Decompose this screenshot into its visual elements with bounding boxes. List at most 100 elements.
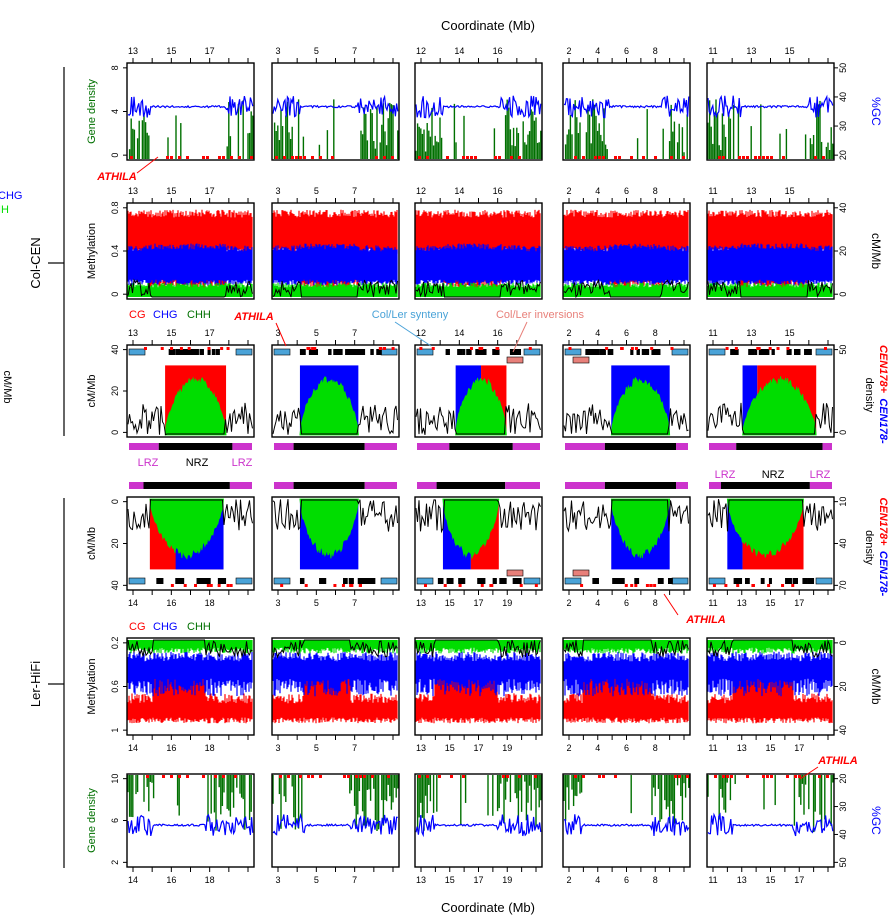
x-tick-label: 15 [166,328,176,338]
synteny-black-block [502,578,507,584]
x-tick-label: 17 [794,743,804,753]
gc-line [707,94,834,119]
athila-mark [480,347,484,350]
y-tick-label: 20 [838,681,848,691]
lrz-bar [505,482,540,489]
y-tick-label: 40 [838,725,848,735]
x-tick-label: 15 [765,743,775,753]
x-tick-label: 17 [205,186,215,196]
athila-mark [299,775,302,778]
synteny-black-block [641,349,649,355]
chh-methylation [272,640,398,654]
y-tick-label: 30 [838,802,848,812]
athila-mark [782,156,785,159]
nrz-bar [604,482,677,489]
athila-mark [624,584,628,587]
athila-mark [250,156,253,159]
x-tick-label: 2 [566,186,571,196]
athila-mark [220,347,224,350]
x-tick-label: 13 [746,46,756,56]
synteny-black-block [211,349,216,355]
athila-mark [786,775,789,778]
y-tick-label: 0 [110,153,120,158]
athila-mark [766,775,769,778]
x-tick-label: 6 [624,46,629,56]
athila-mark [363,775,366,778]
synteny-black-block [636,349,640,355]
density-label: density [863,530,875,565]
chg-methylation [127,651,253,697]
x-tick-label: 12 [416,328,426,338]
x-tick-label: 16 [166,743,176,753]
y-tick-label: 20 [110,538,120,548]
x-tick-label: 11 [708,186,717,196]
recombination-line [707,639,833,658]
synteny-black-block [177,349,185,355]
y-tick-label: 0 [110,430,120,435]
athila-mark [642,156,645,159]
athila-mark [359,775,362,778]
cen178-density-area [149,498,224,560]
synteny-black-block [786,349,792,355]
y-tick-label: 50 [838,857,848,867]
x-tick-label: 17 [473,598,483,608]
recombination-line [707,280,833,298]
athila-mark [722,775,725,778]
recombination-line [272,404,398,435]
athila-mark [580,584,584,587]
x-tick-label: 4 [595,46,600,56]
chg-methylation [415,651,541,697]
synteny-black-block [175,578,180,584]
y-tick-label: 70 [838,580,848,590]
synteny-block [380,577,398,585]
inversion-block [572,356,590,364]
athila-mark [574,156,577,159]
athila-mark [630,347,634,350]
athila-mark [534,584,538,587]
athila-mark [217,584,221,587]
athila-mark [426,775,429,778]
cg-methylation [563,664,689,724]
x-tick-label: 11 [708,875,717,885]
nrz-bar [736,443,823,450]
synteny-black-block [156,578,163,584]
athila-mark [166,156,169,159]
athila-mark [307,775,310,778]
x-tick-label: 16 [493,186,503,196]
athila-mark [762,775,765,778]
athila-mark [178,775,181,778]
panel-frame [271,773,400,868]
athila-mark [738,156,741,159]
synteny-black-block [319,578,325,584]
synteny-black-block [348,578,354,584]
athila-mark [226,347,230,350]
athila-label: ATHILA [685,614,726,626]
x-tick-label: 6 [624,328,629,338]
athila-mark [645,584,649,587]
athila-mark [229,584,233,587]
synteny-black-block [345,349,351,355]
athila-mark [654,156,657,159]
nrz-bar [293,482,365,489]
synteny-black-block [322,578,327,584]
athila-mark [311,156,314,159]
x-tick-label: 4 [595,598,600,608]
y-tick-label: 0.8 [110,202,120,215]
athila-mark [230,156,233,159]
synteny-block [815,577,833,585]
y-axis-label-right: cM/Mb [869,669,883,705]
athila-mark [605,347,609,350]
lrz-bar [364,443,397,450]
x-tick-label: 3 [275,875,280,885]
x-tick-label: 8 [653,598,658,608]
athila-mark [498,156,501,159]
synteny-black-block [168,349,176,355]
lrz-label: LRZ [232,457,253,469]
athila-mark [818,775,821,778]
synteny-black-block [492,349,499,355]
athila-mark [306,347,310,350]
recombination-line [415,639,541,659]
synteny-pointer [394,321,432,347]
cen178-minus-label: CEN178- [877,551,889,597]
x-tick-label: 11 [708,598,717,608]
